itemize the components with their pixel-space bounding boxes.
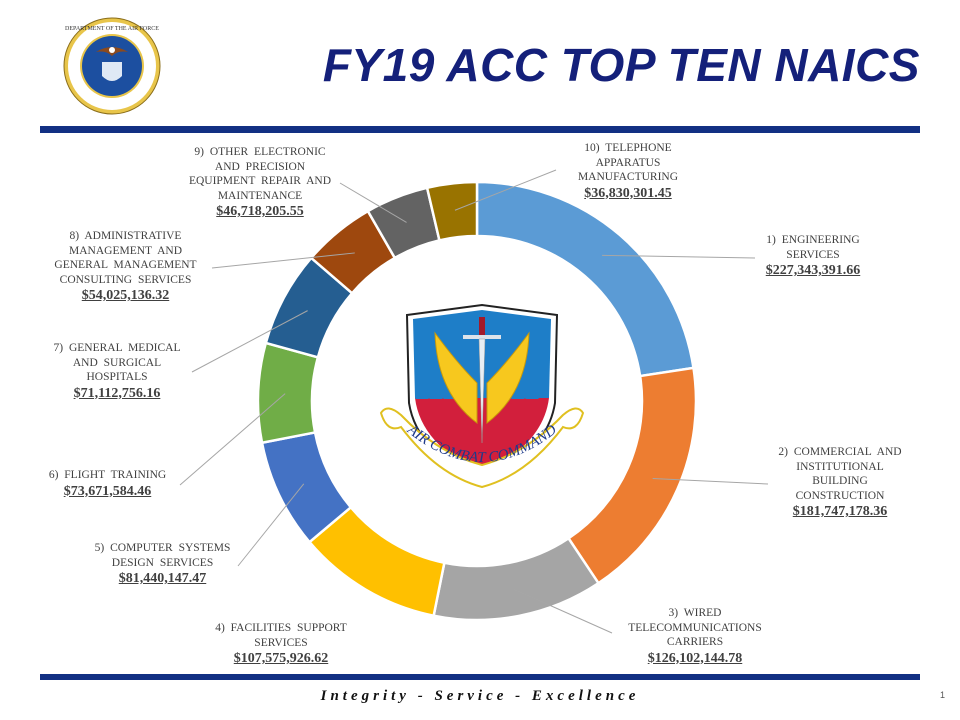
leader-line-7 bbox=[191, 310, 308, 373]
air-combat-command-shield-icon: AIR COMBAT COMMAND bbox=[379, 303, 585, 489]
label-general-medical-hospitals: 7) GENERAL MEDICAL AND SURGICAL HOSPITALS … bbox=[53, 342, 181, 401]
page-number: 1 bbox=[940, 690, 946, 700]
donut-slice-2 bbox=[566, 366, 698, 585]
leader-line-1 bbox=[602, 254, 756, 259]
air-force-seal-icon: DEPARTMENT OF THE AIR FORCE bbox=[63, 17, 161, 115]
leader-line-9 bbox=[339, 182, 407, 223]
label-facilities-support: 4) FACILITIES SUPPORT SERVICES $107,575,9… bbox=[215, 622, 347, 666]
leader-line-6 bbox=[179, 393, 286, 486]
label-wired-telecommunications: 3) WIRED TELECOMMUNICATIONS CARRIERS $126,… bbox=[628, 607, 762, 666]
leader-line-8 bbox=[211, 252, 355, 269]
leader-line-2 bbox=[652, 478, 769, 485]
leader-line-10 bbox=[454, 169, 557, 211]
label-commercial-building-construction: 2) COMMERCIAL AND INSTITUTIONAL BUILDING CO… bbox=[778, 446, 902, 519]
donut-slice-3 bbox=[432, 536, 601, 622]
label-electronic-equipment-repair: 9) OTHER ELECTRONIC AND PRECISION EQUIPMEN… bbox=[188, 146, 332, 219]
header-divider bbox=[40, 126, 920, 133]
svg-text:DEPARTMENT OF THE AIR FORCE: DEPARTMENT OF THE AIR FORCE bbox=[65, 26, 159, 32]
label-flight-training: 6) FLIGHT TRAINING $73,671,584.46 bbox=[48, 469, 167, 499]
label-computer-systems-design: 5) COMPUTER SYSTEMS DESIGN SERVICES $81,4… bbox=[94, 542, 231, 586]
footer-motto: Integrity - Service - Excellence bbox=[320, 688, 640, 704]
label-engineering-services: 1) ENGINEERING SERVICES $227,343,391.66 bbox=[765, 234, 861, 278]
label-telephone-apparatus: 10) TELEPHONE APPARATUS MANUFACTURING $36,… bbox=[577, 142, 679, 201]
leader-line-5 bbox=[237, 483, 305, 567]
donut-slice-6 bbox=[256, 341, 320, 445]
label-administrative-management: 8) ADMINISTRATIVE MANAGEMENT AND GENERAL M… bbox=[54, 230, 197, 303]
footer-divider bbox=[40, 674, 920, 680]
leader-line-3 bbox=[513, 588, 613, 634]
page-title: FY19 ACC TOP TEN NAICS bbox=[322, 39, 920, 91]
donut-slice-10 bbox=[425, 180, 479, 242]
